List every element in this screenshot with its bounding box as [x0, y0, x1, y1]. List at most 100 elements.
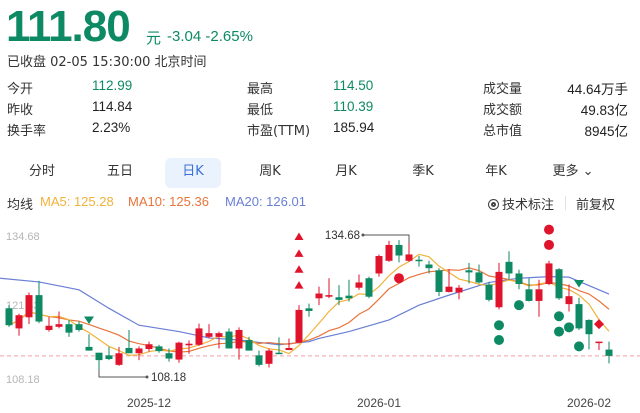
high-marker-label: 134.68	[325, 230, 360, 242]
candle	[605, 341, 613, 364]
candle	[335, 285, 343, 306]
candle-body	[245, 340, 253, 351]
candle-body	[45, 325, 53, 330]
candle	[5, 305, 13, 327]
candle	[325, 278, 333, 299]
x-axis-label: 2026-01	[357, 396, 401, 410]
candle	[435, 268, 443, 297]
candle-body	[535, 289, 543, 301]
candle	[585, 319, 593, 350]
candle-body	[125, 347, 133, 354]
tab-2[interactable]: 日K	[165, 158, 221, 188]
candle	[285, 338, 293, 351]
stat-value: 112.99	[92, 78, 133, 93]
candle	[385, 240, 393, 262]
tab-0[interactable]: 分时	[28, 164, 55, 179]
diamond-signal-icon	[594, 319, 604, 330]
stat-label: 市盈(TTM)	[247, 124, 311, 139]
candle-body	[235, 329, 243, 349]
stat-value: 114.84	[92, 99, 133, 114]
buy-signal-icon	[294, 232, 304, 240]
stat-value: 185.94	[333, 120, 375, 135]
candle-body	[255, 355, 263, 365]
candle	[415, 256, 423, 267]
candle-body	[35, 295, 43, 322]
stat-value: 114.50	[333, 78, 374, 93]
candle	[225, 328, 233, 349]
stat-value: 44.64万手	[567, 82, 628, 97]
candle-body	[425, 264, 433, 269]
sell-signal-icon	[574, 279, 584, 288]
tech-annotation-toggle[interactable]: 技术标注	[488, 194, 554, 213]
candle	[295, 305, 303, 344]
candle	[15, 313, 23, 336]
candle-body	[325, 295, 333, 297]
candle-body	[465, 270, 473, 273]
candle-body	[225, 331, 233, 349]
candle-body	[345, 295, 353, 299]
candle	[65, 319, 73, 337]
low-marker-dot	[145, 375, 149, 379]
candle	[125, 329, 133, 354]
candle	[115, 346, 123, 366]
candle	[75, 321, 83, 332]
candle	[55, 311, 63, 329]
signal-dot-icon	[554, 311, 564, 322]
candle	[105, 346, 113, 361]
candle-body	[105, 355, 113, 360]
candle-body	[545, 263, 553, 285]
stat-value: 110.39	[333, 99, 374, 114]
buy-signal-icon	[294, 281, 304, 289]
candle-body	[355, 282, 363, 288]
y-axis-label: 108.18	[6, 374, 40, 386]
candle	[205, 324, 213, 339]
candle	[85, 334, 93, 351]
candle-body	[485, 284, 493, 300]
change-value: -3.04	[167, 28, 202, 45]
candle	[195, 323, 203, 346]
candle	[375, 254, 383, 277]
tab-6[interactable]: 年K	[485, 164, 507, 179]
candle-body	[85, 346, 93, 351]
signal-dot-icon	[554, 326, 564, 337]
candle	[545, 260, 553, 286]
stat-label: 成交量	[483, 82, 523, 97]
ma10-value: MA10: 125.36	[128, 194, 209, 209]
candle	[425, 260, 433, 274]
candle-body	[605, 349, 613, 356]
candle-body	[265, 350, 273, 364]
tab-5[interactable]: 季K	[412, 164, 434, 179]
tab-1[interactable]: 五日	[106, 164, 133, 179]
tab-4[interactable]: 月K	[335, 164, 357, 179]
ma20-line	[0, 276, 610, 346]
candle-body	[575, 304, 583, 329]
candle	[345, 279, 353, 302]
candle	[505, 251, 513, 280]
candle	[175, 341, 183, 363]
candle-body	[315, 293, 323, 299]
candle-body	[65, 324, 73, 333]
divider	[565, 196, 566, 210]
candle	[25, 292, 33, 325]
candle	[185, 340, 193, 354]
candle-body	[15, 315, 23, 329]
candle-body	[25, 295, 33, 318]
tab-7[interactable]: 更多 ⌄	[552, 164, 594, 179]
adjust-select[interactable]: 前复权	[576, 198, 616, 213]
candle	[255, 350, 263, 367]
candle	[265, 348, 273, 368]
candle-body	[295, 309, 303, 343]
tab-3[interactable]: 周K	[259, 164, 281, 179]
market-status: 已收盘 02-05 15:30:00 北京时间	[7, 55, 207, 70]
tech-annotation-label: 技术标注	[502, 198, 555, 213]
low-marker-label: 108.18	[151, 372, 186, 384]
candle-body	[55, 324, 63, 327]
candle-body	[595, 341, 603, 344]
signal-dot-icon	[514, 300, 524, 311]
candle	[355, 274, 363, 290]
candle-body	[185, 343, 193, 346]
signal-dot-icon	[544, 224, 554, 235]
candle-body	[445, 286, 453, 292]
